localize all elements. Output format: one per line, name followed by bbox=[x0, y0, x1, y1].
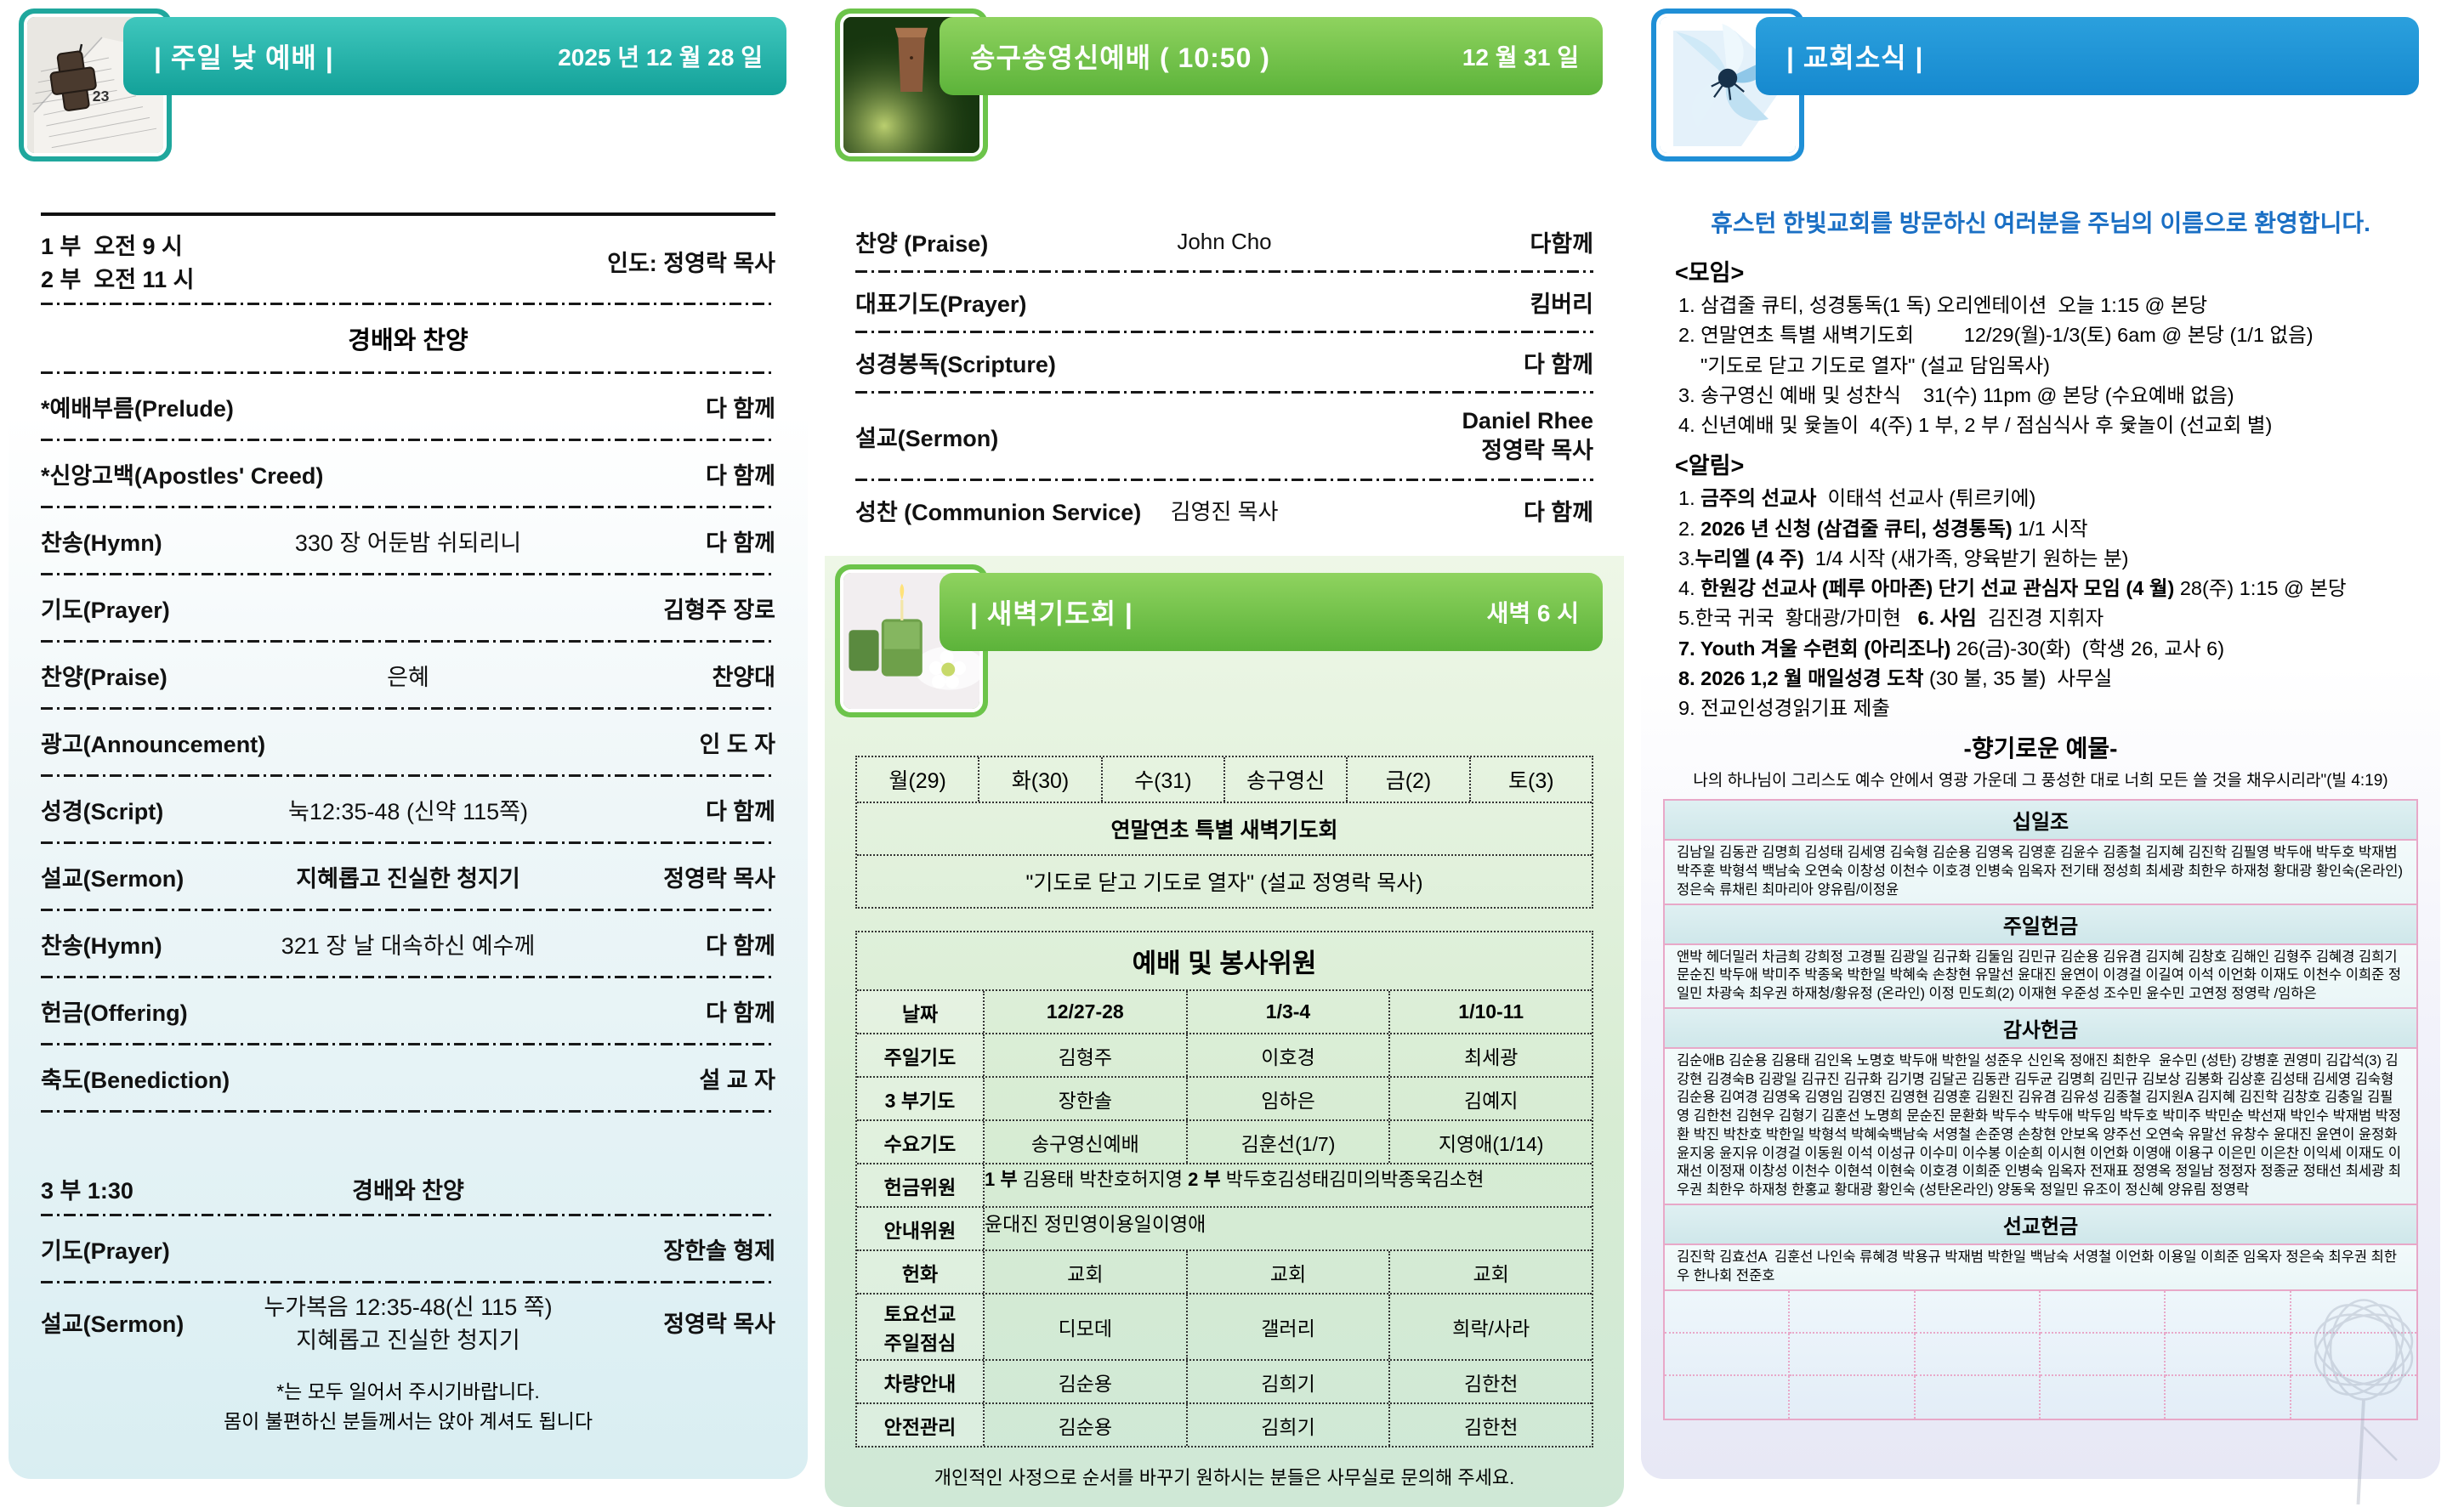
svg-text:23: 23 bbox=[93, 88, 110, 105]
